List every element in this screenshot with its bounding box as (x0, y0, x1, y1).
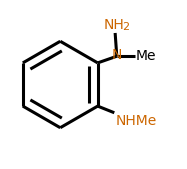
Text: NH: NH (104, 18, 125, 32)
Text: N: N (112, 48, 122, 62)
Text: NHMe: NHMe (115, 114, 156, 128)
Text: 2: 2 (123, 22, 130, 32)
Text: Me: Me (136, 49, 156, 63)
